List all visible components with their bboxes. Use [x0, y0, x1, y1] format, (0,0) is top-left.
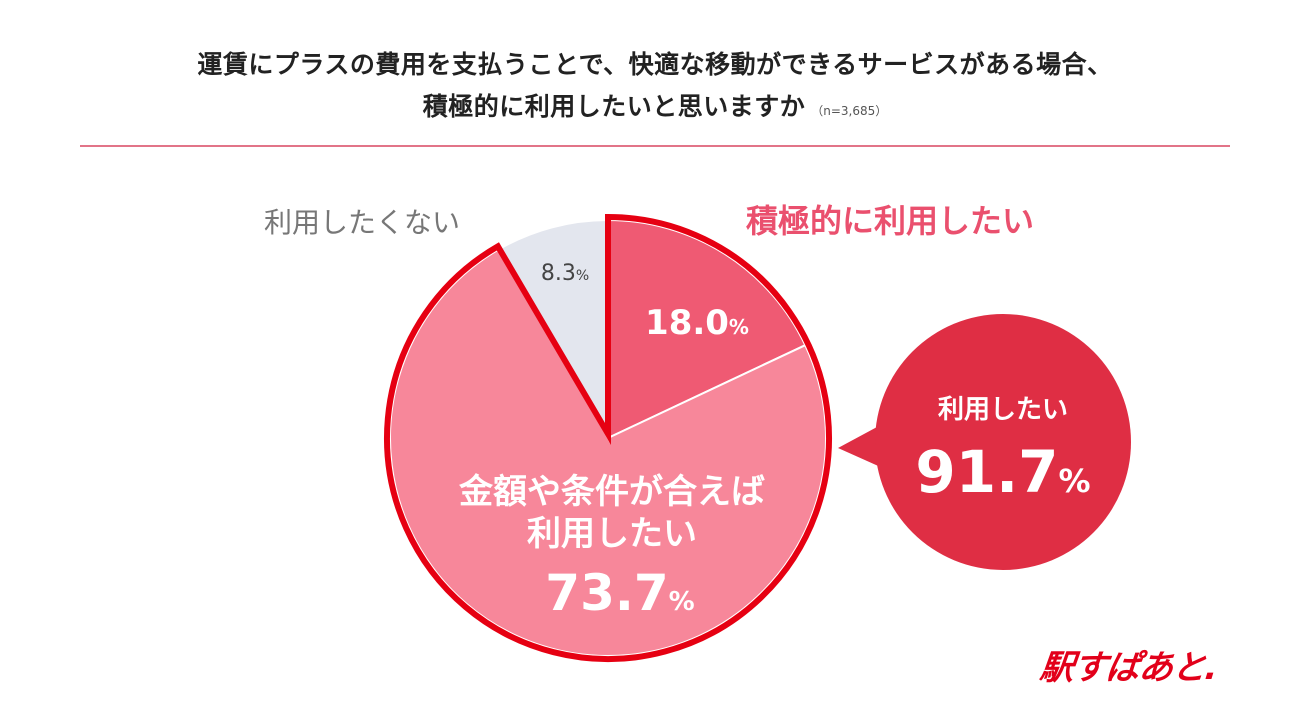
slice-active-use-label: 積極的に利用したい — [746, 202, 1034, 240]
chart-title: 運賃にプラスの費用を支払うことで、快適な移動ができるサービスがある場合、 積極的… — [0, 44, 1310, 132]
slice-no-use-value: 8.3% — [541, 261, 589, 286]
slice-conditional-use — [389, 247, 827, 657]
slice-conditional-use-label-line-1: 金額や条件が合えば — [458, 472, 765, 512]
brand-logo: 駅すぱあと. — [1037, 648, 1220, 688]
slice-conditional-use-value: 73.7% — [545, 564, 694, 622]
chart-title-line-2-text: 積極的に利用したいと思いますか — [422, 92, 806, 121]
sample-size-label: （n=3,685） — [811, 104, 888, 118]
callout-label: 利用したい — [938, 395, 1068, 425]
slice-active-use-value: 18.0% — [645, 303, 749, 343]
callout-value: 91.7% — [915, 438, 1090, 506]
slice-conditional-use-label-line-2: 利用したい — [527, 514, 697, 554]
slice-no-use-label: 利用したくない — [264, 206, 460, 239]
highlight-outline — [384, 213, 832, 662]
callout-bubble — [875, 314, 1131, 570]
title-divider — [80, 145, 1230, 147]
chart-title-line-2: 積極的に利用したいと思いますか （n=3,685） — [0, 86, 1310, 132]
chart-title-line-1: 運賃にプラスの費用を支払うことで、快適な移動ができるサービスがある場合、 — [197, 50, 1113, 79]
slice-active-use — [607, 218, 807, 440]
